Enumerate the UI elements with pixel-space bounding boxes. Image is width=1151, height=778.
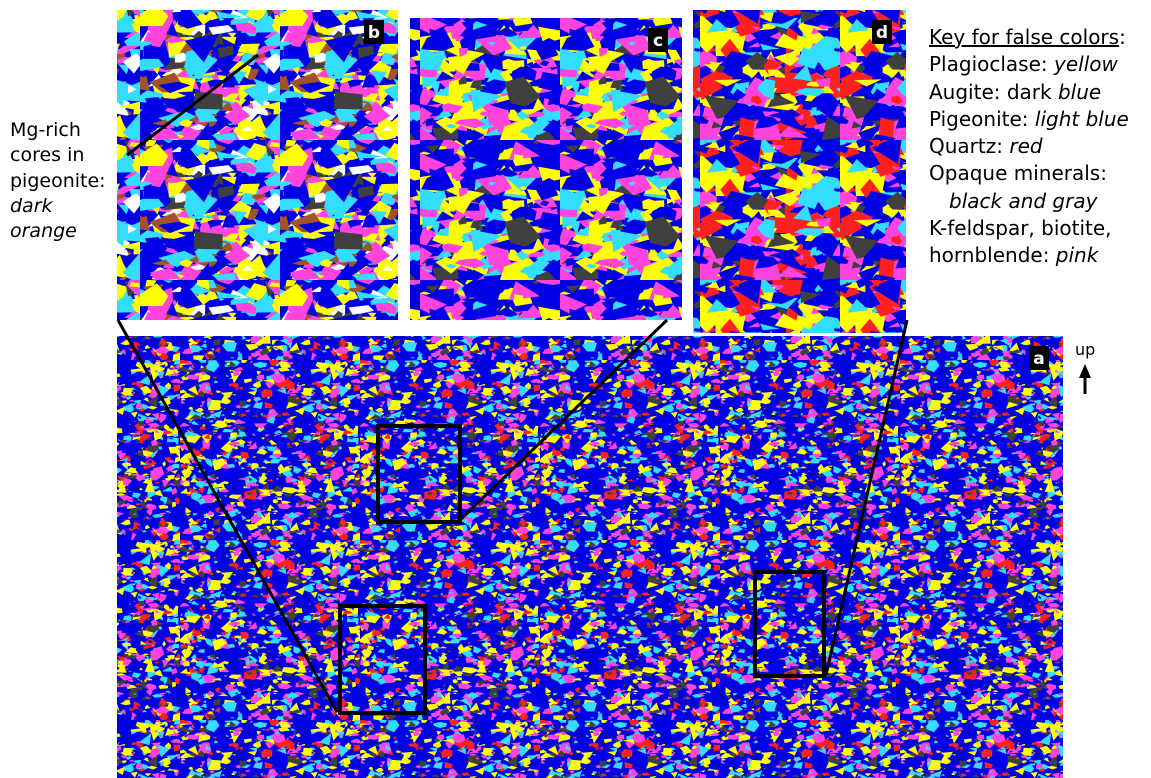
annotation-line: pigeonite: [10,169,106,194]
key-line: Opaque minerals: [929,160,1129,187]
key-text: K-feldspar, biotite, [929,216,1112,240]
key-color-name: red [1009,134,1042,158]
panel-label: a [1033,349,1044,369]
key-text: hornblende: [929,243,1056,267]
key-line: Pigeonite: light blue [929,106,1129,133]
key-line: Augite: dark blue [929,79,1129,106]
key-title-suffix: : [1119,25,1126,49]
mineral-map [117,336,1063,778]
key-color-name: black and gray [949,189,1097,213]
key-color-name: yellow [1054,52,1118,76]
mineral-map [693,10,906,333]
annotation-line: dark [10,194,106,219]
key-text: Augite: dark [929,80,1058,104]
key-text: Quartz: [929,134,1009,158]
key-line: hornblende: pink [929,242,1129,269]
page: b c d a Mg-richcores inpigeonite:dark orange… [0,0,1151,778]
panel-label: d [876,23,888,43]
key-color-name: blue [1058,80,1101,104]
annotation-line: Mg-rich [10,118,106,143]
key-text: Pigeonite: [929,107,1035,131]
up-arrow-head [1079,364,1091,378]
color-key: Key for false colors:Plagioclase: yellow… [929,24,1129,270]
key-text: Opaque minerals: [929,161,1107,185]
key-line: K-feldspar, biotite, [929,215,1129,242]
annotation-em: orange [10,220,77,242]
key-color-name: pink [1056,243,1099,267]
orientation-label: up [1075,340,1095,359]
key-color-name: light blue [1035,107,1129,131]
annotation-line: cores in [10,143,106,168]
annotation-em: dark [10,195,53,217]
panel-label: b [368,23,380,43]
panel-label: c [653,31,663,51]
mineral-map [410,18,682,320]
key-title: Key for false colors [929,25,1119,49]
key-title-line: Key for false colors: [929,24,1129,51]
key-text: Plagioclase: [929,52,1054,76]
annotation-line: orange [10,219,106,244]
key-line: black and gray [929,188,1129,215]
key-line: Quartz: red [929,133,1129,160]
key-line: Plagioclase: yellow [929,51,1129,78]
